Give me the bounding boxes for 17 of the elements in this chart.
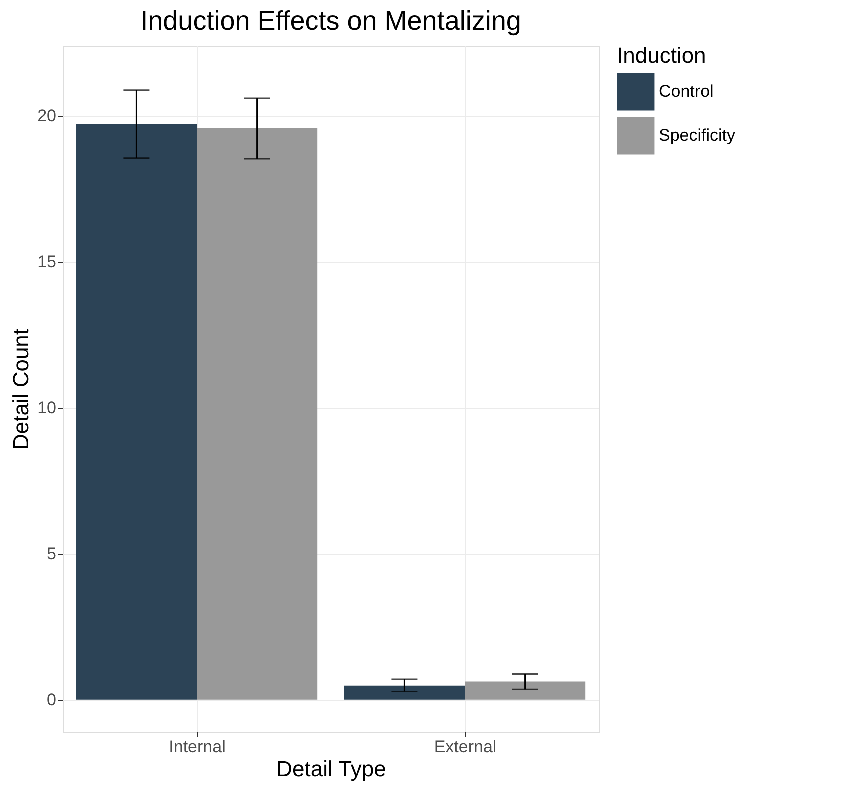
x-tick-label: External	[434, 738, 497, 756]
bar	[344, 686, 465, 700]
legend-title: Induction	[617, 43, 706, 68]
y-tick-label: 10	[38, 398, 56, 418]
y-axis-title: Detail Count	[8, 328, 34, 450]
bar	[76, 124, 197, 700]
x-tick-label: Internal	[169, 738, 226, 756]
chart-title: Induction Effects on Mentalizing	[140, 6, 522, 36]
y-tick-label: 0	[47, 690, 56, 710]
y-tick-label: 20	[38, 106, 56, 126]
bar	[197, 128, 318, 700]
legend-label: Control	[659, 82, 714, 101]
legend-label: Specificity	[659, 126, 736, 145]
bar	[465, 682, 586, 700]
y-tick-label: 5	[47, 544, 56, 564]
y-tick-label: 15	[38, 252, 56, 272]
x-axis-title: Detail Type	[276, 756, 386, 782]
